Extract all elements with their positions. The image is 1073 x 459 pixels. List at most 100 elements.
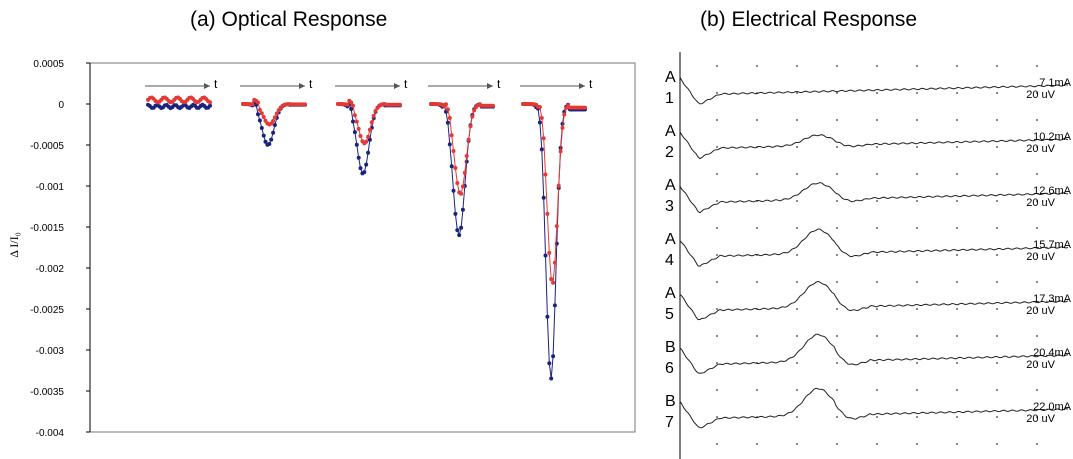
trace-group-label: A (665, 231, 676, 248)
time-arrow-label: t (309, 77, 313, 91)
data-point-red (472, 108, 477, 113)
grid-dot (716, 335, 718, 337)
data-point-red (369, 120, 374, 125)
trace-group-label: A (665, 69, 676, 86)
data-point-red (464, 154, 469, 158)
grid-dot (916, 65, 918, 67)
grid-dot (796, 281, 798, 283)
grid-dot (796, 146, 798, 148)
grid-dot (996, 254, 998, 256)
trace-current-label: 22.0mA (1033, 401, 1072, 413)
y-tick-label: -0.0035 (30, 387, 64, 398)
data-point-blue (267, 142, 272, 146)
data-point-red (444, 102, 448, 107)
grid-dot (916, 443, 918, 445)
grid-dot (836, 65, 838, 67)
trace-group-label: A (665, 285, 676, 302)
data-point-red (398, 102, 402, 107)
data-point-red (364, 139, 369, 144)
data-point-red (358, 134, 363, 138)
grid-dot (956, 362, 958, 364)
grid-dot (876, 65, 878, 67)
grid-dot (836, 389, 838, 391)
grid-dot (1036, 281, 1038, 283)
data-point-red (583, 105, 587, 110)
grid-dot (876, 254, 878, 256)
data-point-blue (256, 112, 260, 117)
grid-dot (716, 173, 718, 175)
grid-dot (1036, 443, 1038, 445)
grid-dot (836, 308, 838, 310)
grid-dot (956, 254, 958, 256)
data-point-blue (263, 139, 268, 144)
data-point-blue (208, 103, 212, 108)
data-point-red (451, 149, 456, 153)
trace-index-label: 5 (665, 306, 674, 323)
grid-dot (956, 281, 958, 283)
series-line-red (523, 103, 585, 285)
grid-dot (996, 389, 998, 391)
grid-dot (716, 200, 718, 202)
trace-current-label: 15.7mA (1033, 239, 1072, 251)
data-point-blue (545, 314, 550, 319)
grid-dot (996, 443, 998, 445)
grid-dot (796, 362, 798, 364)
grid-dot (836, 200, 838, 202)
grid-dot (996, 416, 998, 418)
data-point-red (552, 260, 557, 265)
data-point-red (303, 102, 307, 107)
trace-scale-label: 20 uV (1026, 305, 1055, 317)
grid-dot (876, 281, 878, 283)
data-point-blue (257, 118, 262, 123)
grid-dot (716, 254, 718, 256)
data-point-red (547, 250, 552, 255)
data-point-red (453, 166, 458, 170)
grid-dot (796, 119, 798, 121)
grid-dot (796, 200, 798, 202)
grid-dot (836, 335, 838, 337)
trace-group-label: B (665, 393, 676, 410)
data-point-blue (453, 211, 458, 216)
panel-b-title: (b) Electrical Response (700, 8, 918, 31)
data-point-blue (459, 225, 464, 230)
trace-group-label: A (665, 123, 676, 140)
data-point-red (455, 181, 460, 185)
data-point-blue (457, 233, 462, 238)
y-tick-label: -0.003 (36, 346, 65, 357)
grid-dot (796, 173, 798, 175)
data-point-blue (537, 120, 542, 125)
data-point-blue (445, 120, 450, 125)
data-point-blue (539, 147, 544, 152)
grid-dot (996, 281, 998, 283)
y-tick-label: -0.0015 (30, 223, 64, 234)
grid-dot (876, 92, 878, 94)
grid-dot (716, 443, 718, 445)
data-point-blue (547, 361, 552, 366)
data-point-red (272, 115, 277, 120)
grid-dot (876, 200, 878, 202)
data-point-blue (367, 137, 372, 142)
trace-current-label: 20.4mA (1033, 347, 1072, 359)
time-arrow-label: t (497, 77, 501, 91)
data-point-blue (358, 166, 363, 171)
trace-index-label: 6 (665, 360, 674, 377)
trace-current-label: 7.1mA (1039, 77, 1071, 89)
grid-dot (876, 362, 878, 364)
time-arrow-label: t (214, 77, 218, 91)
data-point-red (261, 115, 266, 119)
grid-dot (756, 389, 758, 391)
grid-dot (876, 416, 878, 418)
data-point-blue (261, 133, 266, 138)
electrical-trace (679, 280, 1069, 321)
data-point-red (560, 125, 565, 130)
grid-dot (836, 443, 838, 445)
grid-dot (796, 254, 798, 256)
grid-dot (916, 173, 918, 175)
grid-dot (796, 416, 798, 418)
data-point-blue (366, 150, 371, 155)
data-point-red (466, 137, 471, 142)
grid-dot (716, 65, 718, 67)
grid-dot (916, 389, 918, 391)
data-point-red (351, 103, 355, 108)
grid-dot (796, 227, 798, 229)
